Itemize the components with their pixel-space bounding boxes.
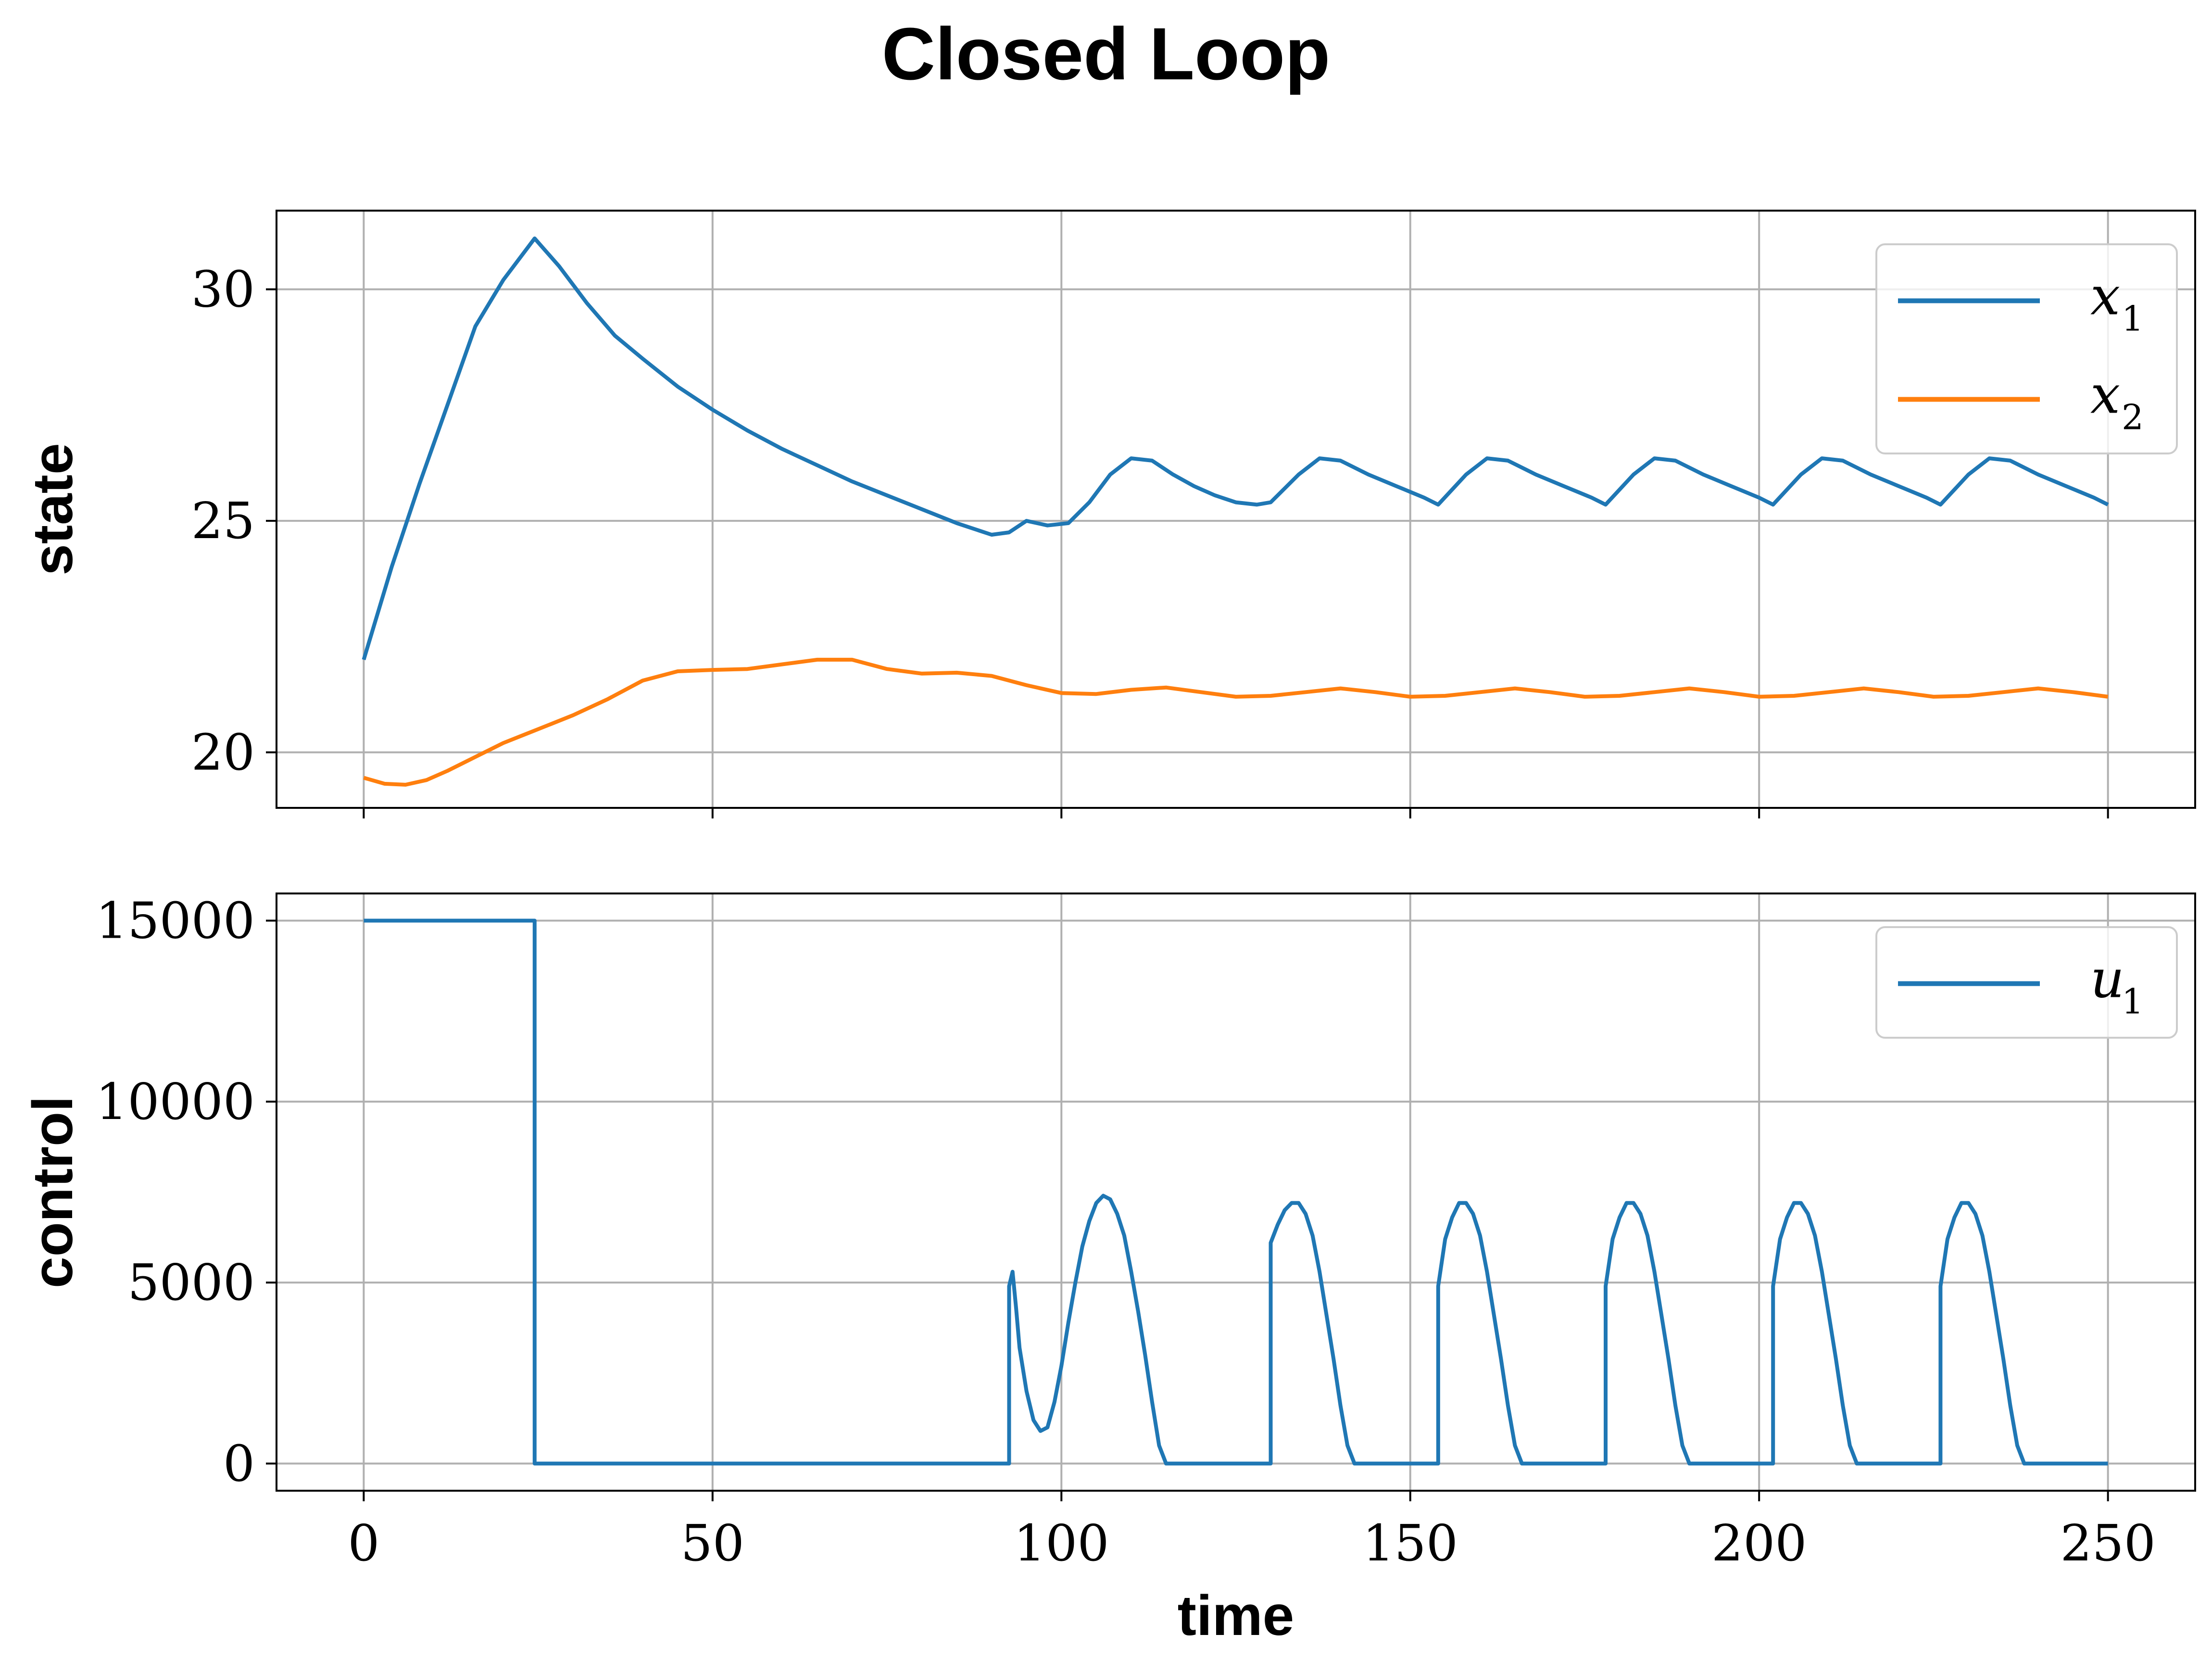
series-line-x1 [362, 236, 2109, 661]
y-tick-label: 25 [191, 491, 255, 550]
series-line-x2 [363, 657, 2109, 787]
legend-label: x [2090, 265, 2120, 327]
state-y-label: state [21, 443, 85, 575]
series-line-u1 [364, 918, 2108, 1466]
control-axes-frame [276, 893, 2196, 1492]
chart-title: Closed Loop [882, 13, 1331, 95]
legend-label: x [2090, 364, 2120, 426]
x-tick-label: 100 [1014, 1514, 1109, 1572]
x-tick-label: 200 [1711, 1514, 1807, 1572]
y-tick-label: 0 [223, 1434, 255, 1493]
control-series-group [364, 918, 2108, 1466]
legend-label-subscript: 1 [2122, 981, 2144, 1022]
x-axis-label: time [1178, 1584, 1295, 1647]
control-x-ticks: 0 50 100 150 200 250 [348, 1491, 2156, 1572]
state-axes-frame [276, 210, 2196, 809]
state-x-tickmarks [363, 808, 2109, 818]
y-tick-label: 30 [191, 260, 255, 319]
x-tick-label: 250 [2060, 1514, 2156, 1572]
y-tick-label: 5000 [127, 1253, 255, 1312]
legend-label-subscript: 2 [2122, 397, 2144, 438]
state-series-group [362, 236, 2109, 787]
legend-label: u [2090, 948, 2124, 1010]
control-y-label: control [21, 1096, 85, 1288]
x-tick-label: 0 [348, 1514, 379, 1572]
control-legend: u1 [1875, 926, 2178, 1039]
legend-label-subscript: 1 [2122, 299, 2144, 339]
x-tick-label: 50 [681, 1514, 744, 1572]
state-y-ticks: 20 25 30 [191, 260, 276, 781]
state-legend: x 1x 2 [1875, 243, 2178, 454]
x-tick-label: 150 [1362, 1514, 1458, 1572]
y-tick-label: 20 [191, 723, 255, 781]
y-tick-label: 15000 [96, 891, 255, 950]
control-y-ticks: 0 5000 10000 15000 [96, 891, 276, 1493]
y-tick-label: 10000 [96, 1072, 255, 1131]
